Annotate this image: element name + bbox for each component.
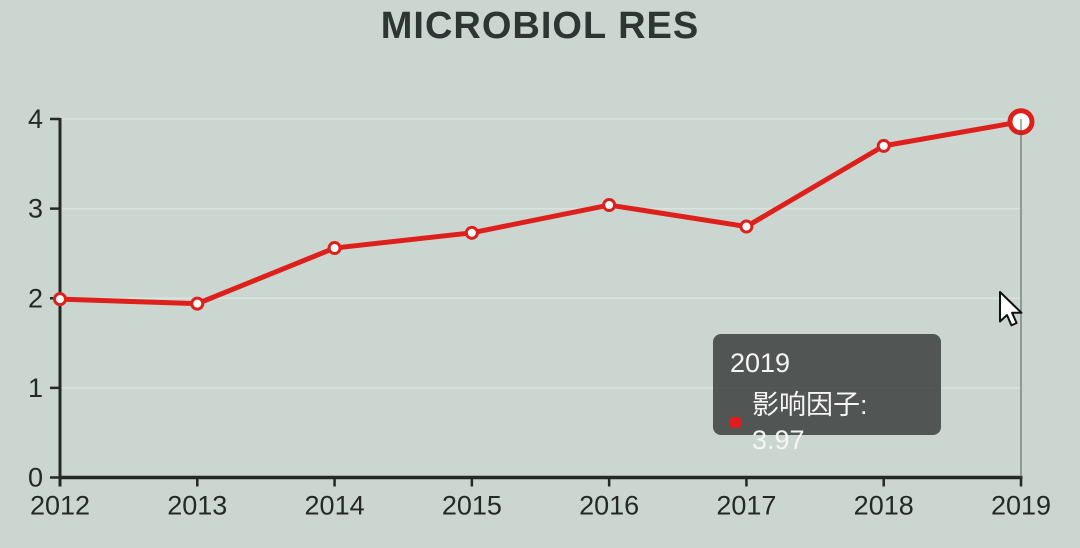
x-axis-label: 2014 <box>305 491 365 521</box>
data-point[interactable] <box>876 138 891 153</box>
y-axis-label: 1 <box>28 373 43 403</box>
tooltip: 2019 影响因子: 3.97 <box>713 334 941 455</box>
y-axis-label: 2 <box>28 283 43 313</box>
y-axis-label: 0 <box>28 463 43 493</box>
tooltip-series-marker-icon <box>730 417 741 429</box>
x-axis-label: 2017 <box>716 491 776 521</box>
x-axis-label: 2016 <box>579 491 639 521</box>
x-axis-label: 2012 <box>30 491 90 521</box>
data-point[interactable] <box>327 241 342 256</box>
x-axis-label: 2015 <box>442 491 502 521</box>
tooltip-series-row: 影响因子: 3.97 <box>730 388 924 458</box>
data-point[interactable] <box>53 292 67 307</box>
x-axis-label: 2018 <box>854 491 914 521</box>
mouse-cursor-icon <box>999 291 1023 327</box>
y-axis-label: 3 <box>28 194 43 224</box>
data-point[interactable] <box>739 219 754 234</box>
y-axis-label: 4 <box>28 104 43 134</box>
data-point[interactable] <box>464 225 479 240</box>
x-axis-label: 2019 <box>991 491 1051 521</box>
x-axis-label: 2013 <box>167 491 227 521</box>
series-line <box>57 119 1024 307</box>
tooltip-year: 2019 <box>730 348 791 378</box>
data-point[interactable] <box>190 296 205 311</box>
tooltip-series-value: 影响因子: 3.97 <box>752 389 868 455</box>
chart-title: MICROBIOL RES <box>380 5 700 47</box>
data-point[interactable] <box>602 198 617 213</box>
